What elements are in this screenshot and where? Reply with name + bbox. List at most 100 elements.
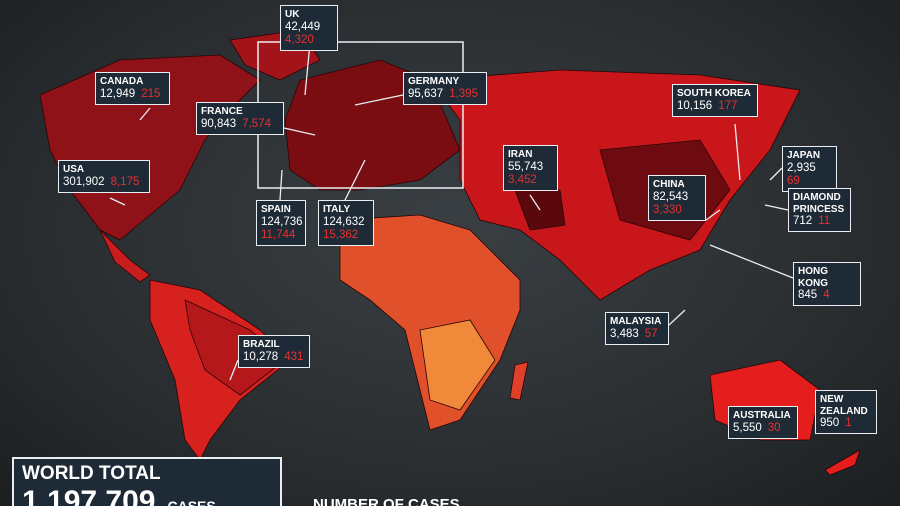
cases: 124,736 (261, 215, 303, 228)
callout: CANADA 12,949 215 (95, 72, 170, 105)
callout: BRAZIL 10,278 431 (238, 335, 310, 368)
callout: GERMANY 95,637 1,395 (403, 72, 487, 105)
figures: 845 4 (798, 289, 856, 302)
country-name: CHINA (653, 179, 685, 190)
deaths: 3,330 (653, 203, 682, 216)
deaths: 15,362 (323, 228, 359, 241)
deaths: 177 (718, 99, 738, 112)
figures: 10,278 431 (243, 351, 305, 364)
figures: 12,949 215 (100, 88, 165, 101)
deaths: 69 (787, 174, 800, 187)
country-name: AUSTRALIA (733, 410, 791, 421)
country-name: UK (285, 9, 300, 20)
country-name: SPAIN (261, 204, 291, 215)
deaths: 4 (823, 289, 830, 301)
legend-title: NUMBER OF CASES (313, 496, 460, 506)
world-total-unit: CASES (167, 498, 216, 506)
figures: 42,449 4,320 (285, 21, 333, 47)
country-name: JAPAN (787, 150, 821, 161)
figures: 10,156 177 (677, 100, 753, 113)
deaths: 431 (284, 350, 304, 363)
deaths: 3,452 (508, 173, 537, 186)
figures: 712 11 (793, 215, 846, 228)
world-total-label: WORLD TOTAL (22, 463, 161, 484)
callout: UK 42,449 4,320 (280, 5, 338, 51)
callout: CHINA 82,543 3,330 (648, 175, 706, 221)
callout: IRAN 55,743 3,452 (503, 145, 558, 191)
callout: JAPAN 2,935 69 (782, 146, 837, 192)
cases: 845 (798, 289, 818, 301)
deaths: 8,175 (110, 175, 140, 188)
deaths: 1,395 (449, 87, 478, 100)
new-zealand (824, 449, 861, 476)
cases: 3,483 (610, 327, 639, 340)
cases: 950 (820, 417, 840, 429)
leader-line (529, 194, 541, 211)
leader-line (344, 159, 366, 201)
figures: 2,935 69 (787, 162, 832, 188)
leader-line (668, 309, 686, 326)
callout: MALAYSIA 3,483 57 (605, 312, 669, 345)
country-name: SOUTH KOREA (677, 88, 751, 99)
leader-line (709, 244, 794, 279)
figures: 3,483 57 (610, 328, 664, 341)
madagascar (509, 361, 529, 401)
figures: 55,743 3,452 (508, 161, 553, 187)
deaths: 4,320 (285, 33, 314, 46)
country-name: NEW ZEALAND (820, 394, 868, 417)
callout: SOUTH KOREA 10,156 177 (672, 84, 758, 117)
leader-line (283, 127, 316, 136)
cases: 5,550 (733, 421, 762, 434)
figures: 95,637 1,395 (408, 88, 482, 101)
cases: 42,449 (285, 20, 321, 33)
callout: ITALY 124,632 15,362 (318, 200, 374, 246)
leader-line (109, 197, 126, 206)
leader-line (279, 169, 283, 201)
leader-line (764, 204, 789, 211)
figures: 82,543 3,330 (653, 191, 701, 217)
cases: 10,156 (677, 99, 713, 112)
africa-south (419, 319, 496, 411)
deaths: 11,744 (261, 228, 296, 241)
figures: 90,843 7,574 (201, 118, 279, 131)
deaths: 215 (141, 87, 161, 100)
cases: 95,637 (408, 87, 444, 100)
cases: 124,632 (323, 215, 365, 228)
country-name: USA (63, 164, 85, 175)
cases: 90,843 (201, 117, 237, 130)
country-name: DIAMOND PRINCESS (793, 192, 845, 215)
figures: 124,632 15,362 (323, 216, 369, 242)
leader-lines (109, 42, 794, 381)
leader-line (354, 94, 404, 106)
world-total: WORLD TOTAL 1,197,709 CASES (12, 457, 282, 506)
figures: 5,550 30 (733, 422, 793, 435)
callout: NEW ZEALAND 950 1 (815, 390, 877, 435)
callout: USA 301,902 8,175 (58, 160, 150, 193)
cases: 2,935 (787, 161, 816, 174)
callout: DIAMOND PRINCESS 712 11 (788, 188, 851, 233)
leader-line (769, 167, 783, 181)
leader-line (304, 42, 311, 96)
country-name: BRAZIL (243, 339, 280, 350)
cases: 82,543 (653, 190, 689, 203)
callout: SPAIN 124,736 11,744 (256, 200, 306, 246)
country-name: IRAN (508, 149, 533, 160)
cases: 55,743 (508, 160, 544, 173)
callout: AUSTRALIA 5,550 30 (728, 406, 798, 439)
cases: 10,278 (243, 350, 279, 363)
deaths: 57 (644, 327, 658, 340)
figures: 950 1 (820, 417, 872, 430)
leader-line (734, 123, 741, 181)
country-name: MALAYSIA (610, 316, 662, 327)
figures: 124,736 11,744 (261, 215, 303, 242)
cases: 712 (793, 215, 813, 227)
country-name: FRANCE (201, 106, 243, 117)
country-name: ITALY (323, 204, 351, 215)
figures: 301,902 8,175 (63, 176, 145, 189)
leader-line (229, 359, 239, 381)
leader-line (705, 209, 721, 221)
country-name: CANADA (100, 76, 144, 87)
leader-line (139, 107, 151, 121)
country-name: HONG KONG (798, 266, 828, 289)
